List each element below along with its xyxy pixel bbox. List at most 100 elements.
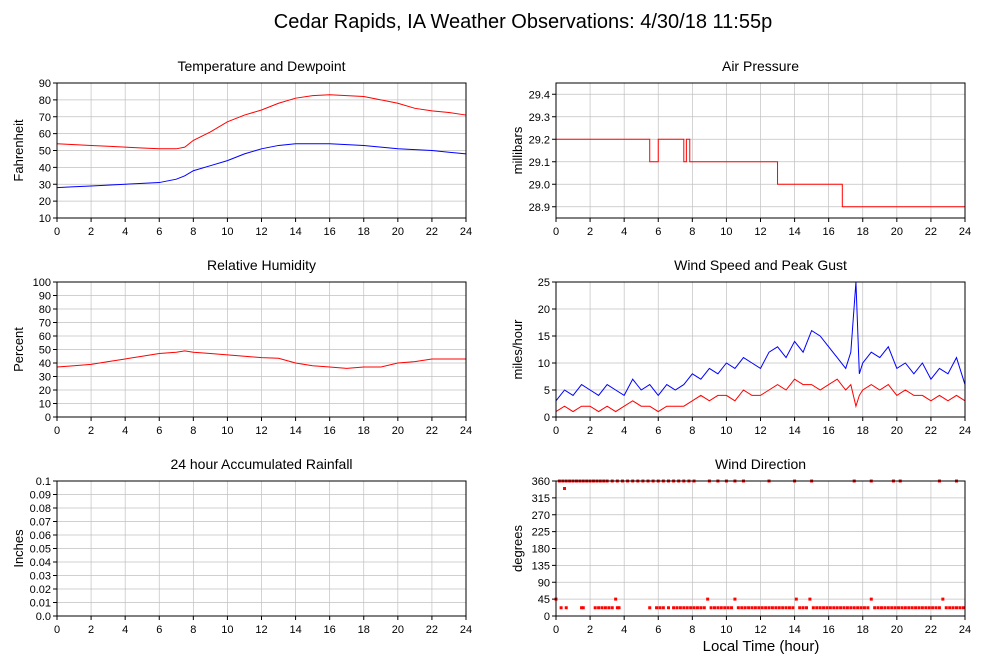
x-axis-label: Local Time (hour) — [703, 638, 820, 655]
wind-direction-point — [730, 606, 734, 610]
wind-direction-point — [897, 606, 901, 610]
wind-direction-point — [784, 606, 788, 610]
temperature-ytick-label: 90 — [39, 78, 51, 90]
wind-direction-point — [879, 606, 883, 610]
wind-direction-point — [699, 606, 703, 610]
wind-direction-point — [692, 606, 696, 610]
wind-direction-point — [845, 606, 849, 610]
wind-speed-xtick-label: 10 — [720, 425, 732, 437]
wind-direction-point — [961, 606, 965, 610]
pressure-xtick-label: 12 — [754, 226, 766, 238]
wind-direction-point — [907, 606, 911, 610]
wind-direction-point — [859, 606, 863, 610]
wind-direction-point — [603, 606, 607, 610]
wind-direction-point — [702, 606, 706, 610]
temperature-xtick-label: 14 — [289, 226, 301, 238]
temperature-ytick-label: 20 — [39, 196, 51, 208]
wind-direction-point — [597, 606, 601, 610]
wind-direction-point — [876, 606, 880, 610]
rainfall-xtick-label: 14 — [289, 624, 301, 636]
wind-direction-point — [958, 606, 962, 610]
pressure-ytick-label: 29.3 — [529, 112, 550, 124]
pressure-xtick-label: 20 — [891, 226, 903, 238]
wind-speed-xtick-label: 16 — [823, 425, 835, 437]
rainfall-ytick-label: 0.1 — [36, 476, 51, 488]
wind-direction-point — [593, 606, 597, 610]
wind-direction-point — [610, 606, 614, 610]
wind-direction-point — [678, 606, 682, 610]
rainfall-xtick-label: 22 — [426, 624, 438, 636]
wind-direction-point — [695, 606, 699, 610]
wind-direction-xtick-label: 16 — [823, 624, 835, 636]
temperature-xtick-label: 20 — [392, 226, 404, 238]
temperature-xtick-label: 10 — [221, 226, 233, 238]
temperature-ytick-label: 80 — [39, 95, 51, 107]
temperature-xtick-label: 12 — [255, 226, 267, 238]
wind-direction-point — [658, 606, 662, 610]
humidity-xtick-label: 4 — [122, 425, 128, 437]
wind-speed-title: Wind Speed and Peak Gust — [674, 257, 847, 273]
humidity-xtick-label: 10 — [221, 425, 233, 437]
wind-direction-point — [839, 606, 843, 610]
wind-direction-xtick-label: 20 — [891, 624, 903, 636]
humidity-ytick-label: 30 — [39, 372, 51, 384]
pressure-xtick-label: 6 — [655, 226, 661, 238]
wind-direction-point — [883, 606, 887, 610]
wind-direction-point — [733, 597, 737, 601]
wind-direction-point — [835, 606, 839, 610]
wind-direction-point — [862, 606, 866, 610]
wind-direction-ytick-label: 135 — [532, 560, 550, 572]
temperature-xtick-label: 2 — [88, 226, 94, 238]
wind-speed-ytick-label: 20 — [538, 304, 550, 316]
temperature-ytick-label: 50 — [39, 146, 51, 158]
wind-direction-point — [954, 606, 958, 610]
wind-direction-point — [770, 606, 774, 610]
rainfall-xtick-label: 10 — [221, 624, 233, 636]
wind-speed-xtick-label: 24 — [959, 425, 971, 437]
wind-direction-point — [852, 606, 856, 610]
wind-direction-point — [886, 606, 890, 610]
wind-direction-point — [866, 606, 870, 610]
wind-direction-xtick-label: 24 — [959, 624, 971, 636]
wind-speed-series-0-line — [555, 281, 966, 402]
humidity-ytick-label: 20 — [39, 385, 51, 397]
pressure-xtick-label: 22 — [925, 226, 937, 238]
pressure-ytick-label: 29.4 — [529, 89, 550, 101]
wind-speed-xtick-label: 14 — [788, 425, 800, 437]
wind-direction-point — [920, 606, 924, 610]
wind-direction-point — [743, 606, 747, 610]
wind-direction-point — [682, 606, 686, 610]
wind-direction-point — [767, 606, 771, 610]
wind-direction-ytick-label: 270 — [532, 510, 550, 522]
wind-direction-point — [723, 606, 727, 610]
wind-direction-point — [764, 606, 768, 610]
wind-direction-point — [709, 606, 713, 610]
rainfall-ytick-label: 0.01 — [30, 598, 51, 610]
temperature-xtick-label: 18 — [358, 226, 370, 238]
humidity-xtick-label: 12 — [255, 425, 267, 437]
wind-direction-point — [811, 606, 815, 610]
wind-speed-series-1-line — [555, 378, 966, 413]
wind-direction-point — [615, 606, 619, 610]
pressure-xtick-label: 4 — [621, 226, 627, 238]
pressure-xtick-label: 14 — [788, 226, 800, 238]
wind-direction-point — [798, 606, 802, 610]
pressure-title: Air Pressure — [722, 58, 799, 74]
wind-direction-point — [828, 606, 832, 610]
wind-direction-xtick-label: 22 — [925, 624, 937, 636]
wind-direction-point — [753, 606, 757, 610]
pressure-ytick-label: 29.2 — [529, 134, 550, 146]
temperature-ytick-label: 10 — [39, 213, 51, 225]
wind-speed-xtick-label: 8 — [689, 425, 695, 437]
figure-title: Cedar Rapids, IA Weather Observations: 4… — [274, 11, 772, 33]
wind-direction-point — [564, 606, 568, 610]
wind-speed-xtick-label: 20 — [891, 425, 903, 437]
wind-direction-point — [760, 606, 764, 610]
rainfall-xtick-label: 4 — [122, 624, 128, 636]
wind-direction-point — [563, 487, 567, 490]
humidity-ytick-label: 70 — [39, 318, 51, 330]
